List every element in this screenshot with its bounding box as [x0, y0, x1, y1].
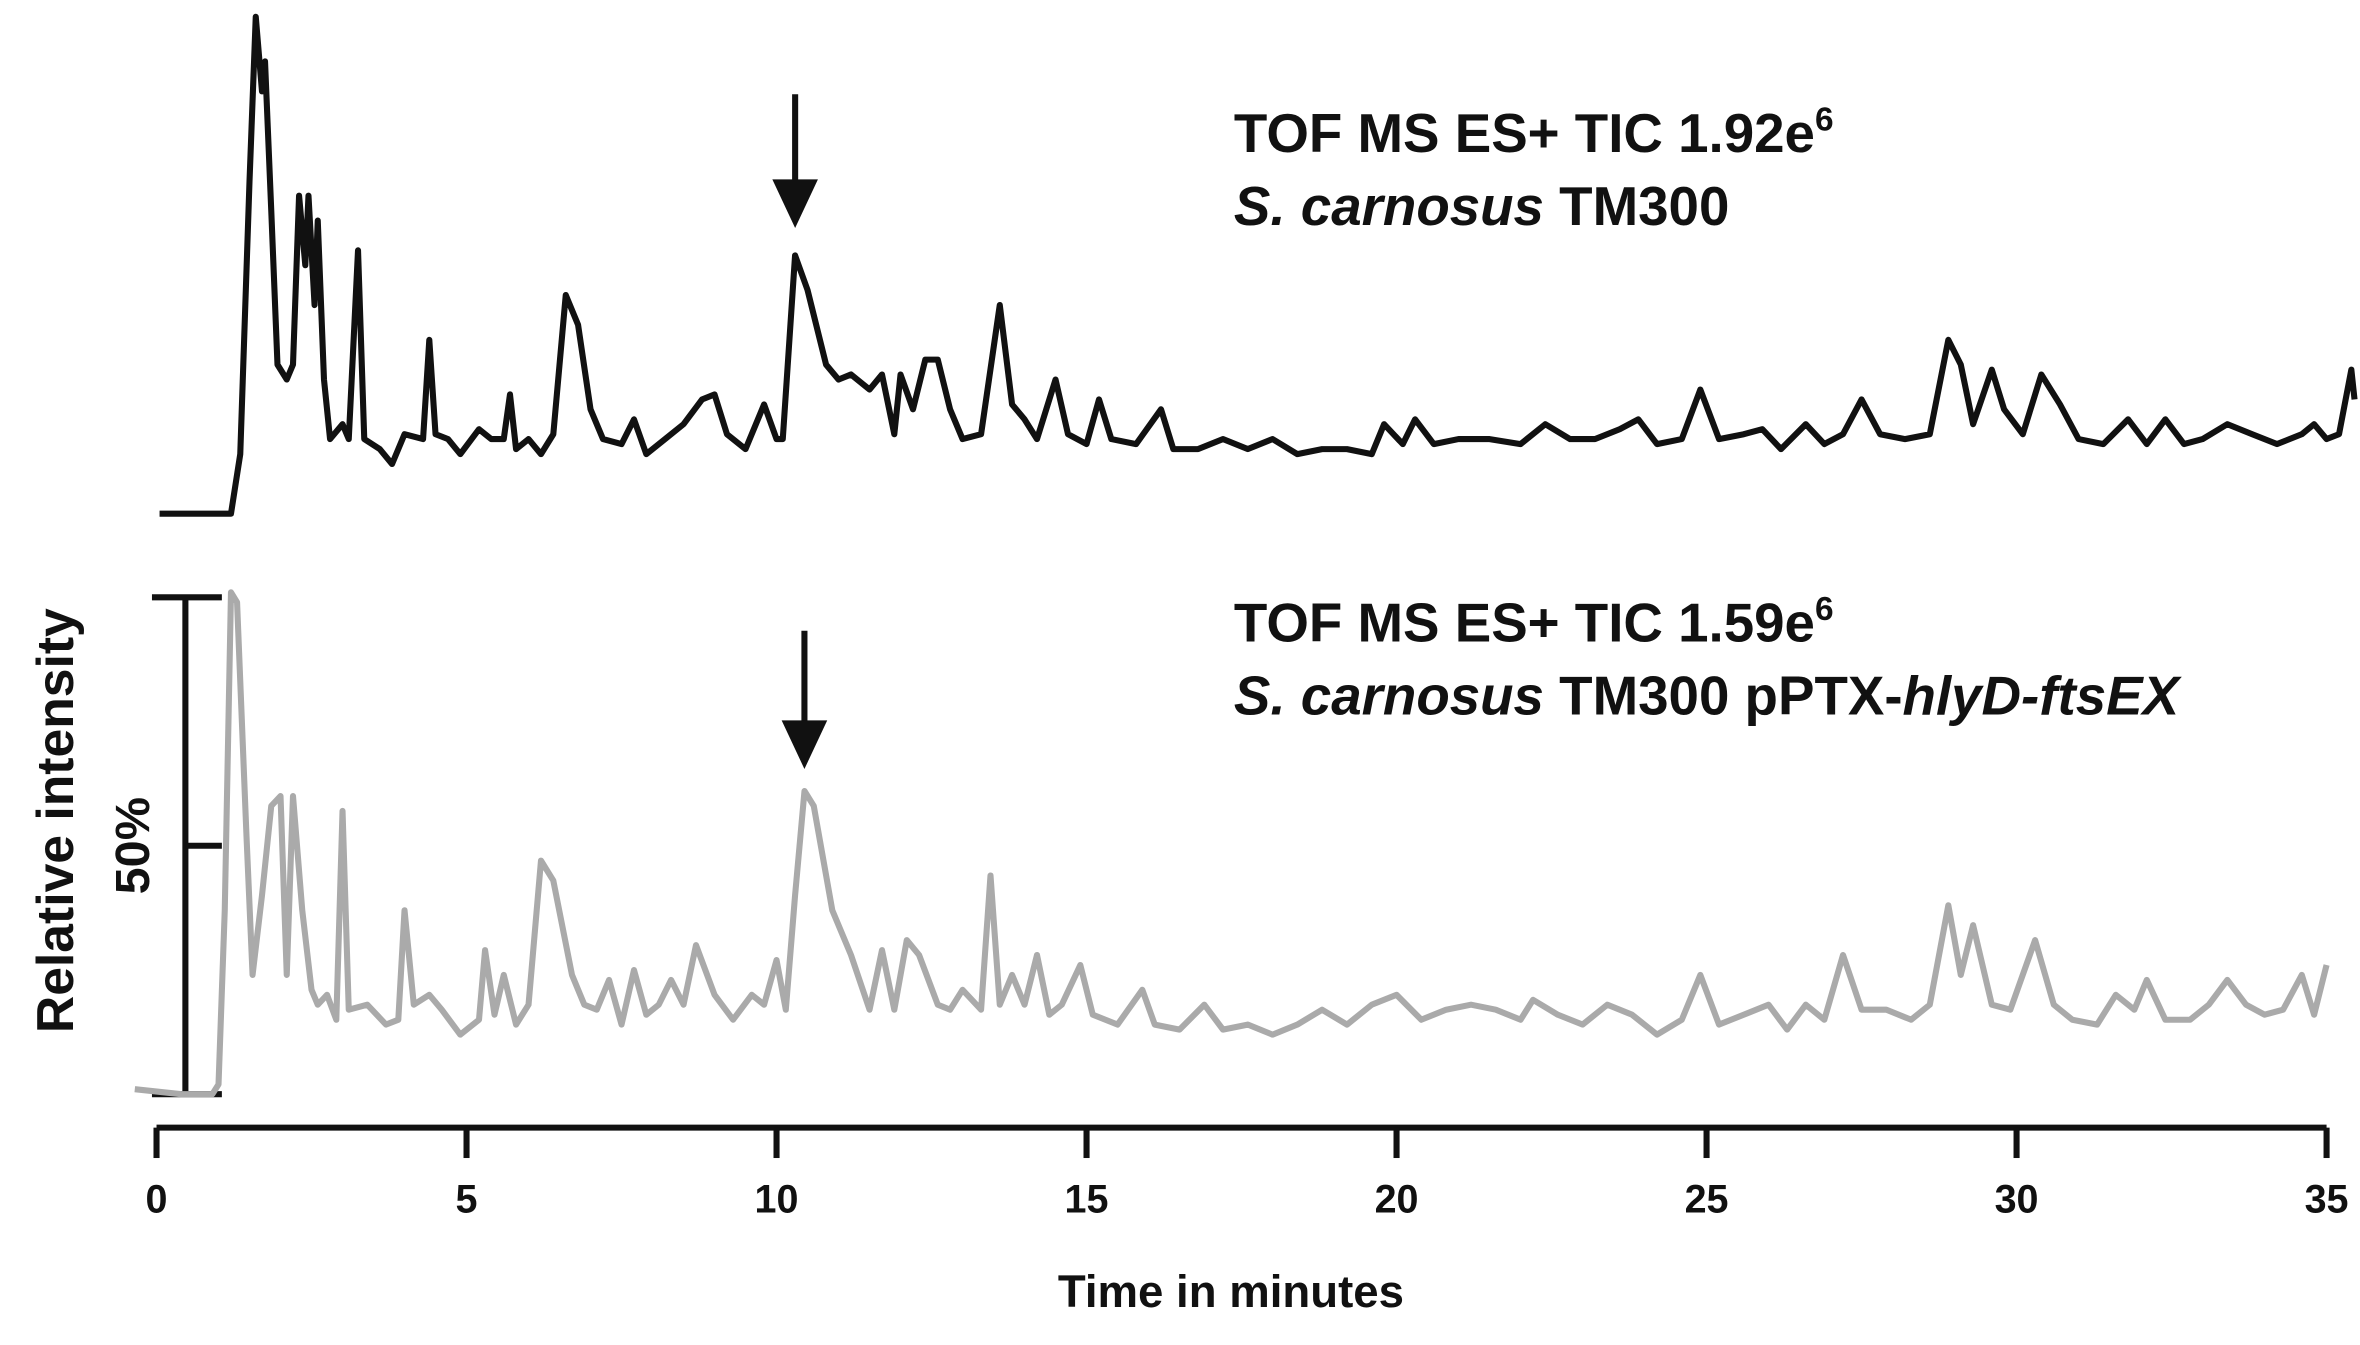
label-segment: S. carnosus: [1234, 175, 1544, 237]
x-tick-label: 15: [1065, 1178, 1109, 1222]
x-tick-label: 20: [1375, 1178, 1419, 1222]
x-tick-label: 30: [1995, 1178, 2039, 1222]
y-axis-title: Relative intensity: [26, 608, 84, 1033]
x-tick-label: 5: [456, 1178, 478, 1222]
x-tick-label: 0: [146, 1178, 168, 1222]
y-tick-label: 50%: [106, 797, 160, 894]
label-segment: TOF MS ES+ TIC 1.59e: [1234, 591, 1815, 653]
trace-label: S. carnosus TM300: [1234, 175, 1729, 237]
trace-line: [159, 13, 2358, 517]
trace-line: [134, 589, 2330, 1098]
label-segment: TM300 pPTX-: [1544, 664, 1903, 726]
label-segment: TOF MS ES+ TIC 1.92e: [1234, 102, 1815, 164]
x-tick-label: 10: [755, 1178, 799, 1222]
x-tick-label: 35: [2305, 1178, 2349, 1222]
trace-label: S. carnosus TM300 pPTX-hlyD-ftsEX: [1234, 664, 2183, 726]
trace-label: TOF MS ES+ TIC 1.59e6: [1234, 591, 1834, 653]
label-segment: S. carnosus: [1234, 664, 1544, 726]
arrow-head: [772, 179, 818, 229]
arrow-head: [781, 720, 828, 769]
trace-label: TOF MS ES+ TIC 1.92e6: [1234, 102, 1834, 164]
label-segment: TM300: [1544, 175, 1729, 237]
label-segment: 6: [1815, 591, 1834, 628]
x-tick-label: 25: [1685, 1178, 1729, 1222]
label-segment: hlyD-ftsEX: [1903, 664, 2183, 726]
label-segment: 6: [1815, 102, 1834, 139]
x-axis-title: Time in minutes: [1058, 1266, 1404, 1317]
